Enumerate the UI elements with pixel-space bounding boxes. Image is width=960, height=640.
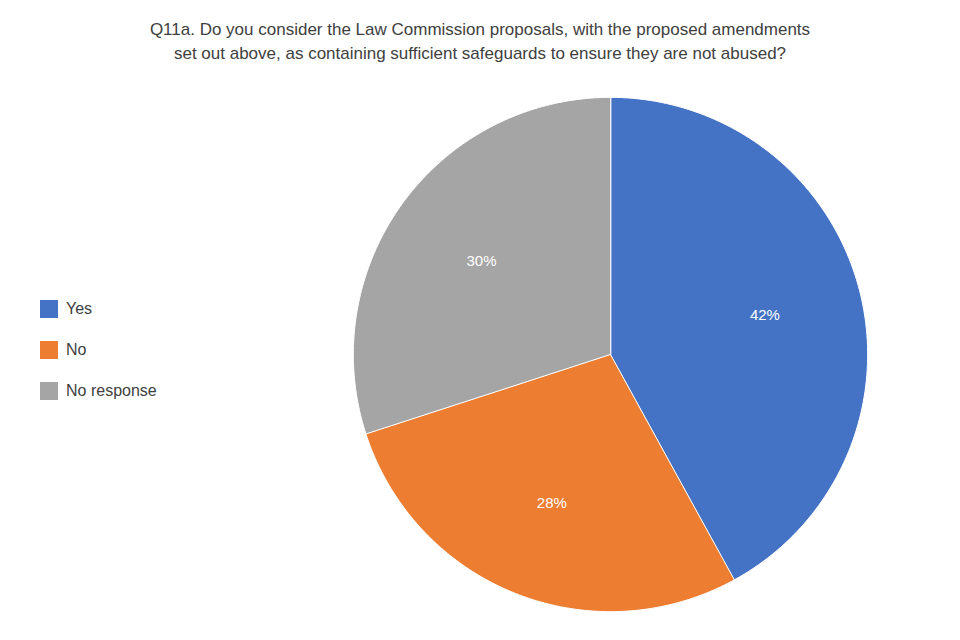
html-text:Yes: Yes — [66, 299, 93, 317]
html-text:Q11a. Do you consider the Law: Q11a. Do you consider the Law Commission… — [149, 20, 811, 39]
html-text:No: No — [66, 340, 87, 358]
svg-text:42%: 42% — [750, 306, 780, 323]
svg-text:30%: 30% — [467, 252, 497, 269]
svg-text:28%: 28% — [537, 494, 567, 511]
html-text:set out above, as containing s: set out above, as containing sufficient … — [173, 44, 786, 63]
html-text:No response: No response — [66, 381, 157, 399]
